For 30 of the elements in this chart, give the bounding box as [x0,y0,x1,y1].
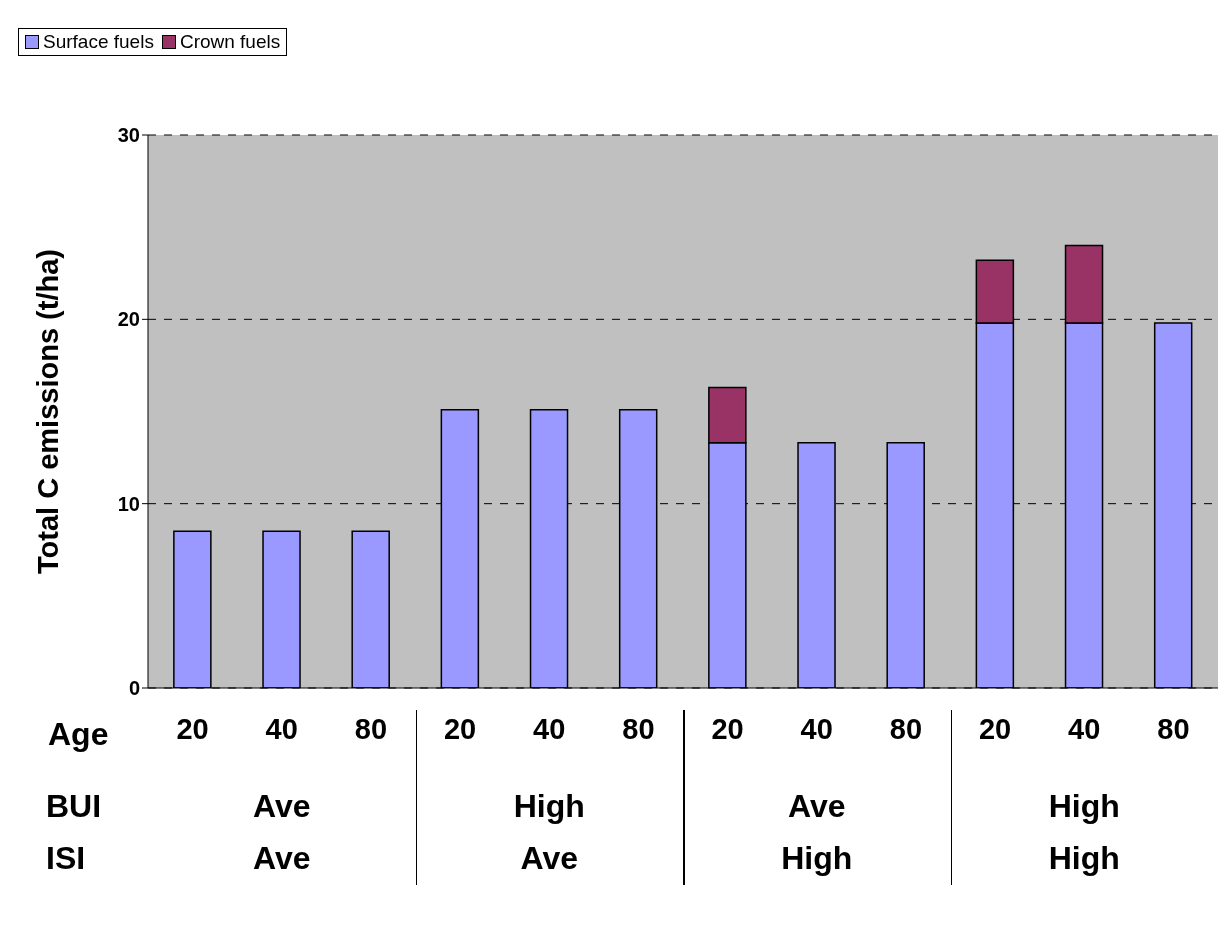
y-tick-label: 0 [128,677,140,700]
text: High [1048,840,1120,877]
text: High [1048,788,1120,825]
x-tick-label: 40 [533,712,566,745]
x-tick-label: 20 [978,712,1012,745]
x-tick-label: 80 [889,712,923,745]
x-tick-label: 40 [265,712,298,745]
x-tick-label: 20 [443,712,477,745]
x-tick-label: 40 [1068,712,1101,745]
text: Ave [252,788,311,825]
text: ISI [46,840,86,877]
text: High [513,788,585,825]
y-tick-label: 30 [117,124,140,147]
legend-label: Surface fuels [42,31,154,53]
text: BUI [46,788,102,825]
x-tick-label: 20 [176,712,209,745]
x-tick-label: 20 [711,712,744,745]
y-tick-label: 10 [117,492,140,515]
text: Ave [787,788,846,825]
x-tick-label: 40 [800,712,833,745]
y-axis-title: Total C emissions (t/ha) [32,249,65,574]
text: Ave [252,840,311,877]
x-axis-title: Age [48,716,109,753]
legend-label: Crown fuels [178,31,281,53]
text: High [781,840,853,877]
x-tick-label: 80 [354,712,388,745]
text: Ave [520,840,579,877]
x-tick-label: 80 [622,712,655,745]
x-tick-label: 80 [1157,712,1190,745]
y-tick-label: 20 [117,308,140,331]
